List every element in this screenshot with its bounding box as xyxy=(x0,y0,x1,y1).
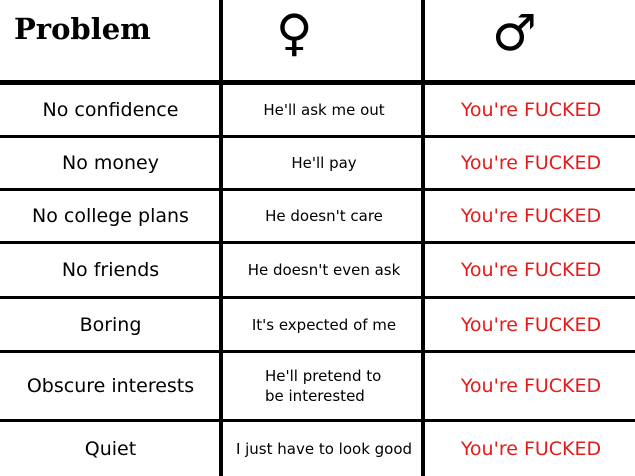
male-cell: You're FUCKED xyxy=(460,313,602,336)
row-divider xyxy=(0,296,635,299)
header-problem: Problem xyxy=(14,12,151,46)
male-symbol-icon: ♂ xyxy=(492,4,537,62)
problem-cell: No confidence xyxy=(42,99,179,121)
male-cell: You're FUCKED xyxy=(460,205,602,227)
female-cell: I just have to look good xyxy=(235,440,413,458)
problem-cell: Quiet xyxy=(84,438,137,460)
column-divider xyxy=(219,0,223,476)
male-cell: You're FUCKED xyxy=(460,152,602,174)
row-divider xyxy=(0,135,635,138)
female-cell: He'll pretend to be interested xyxy=(265,367,382,405)
male-cell: You're FUCKED xyxy=(460,375,602,397)
male-cell: You're FUCKED xyxy=(460,259,602,281)
female-cell: It's expected of me xyxy=(251,315,397,334)
row-divider xyxy=(0,188,635,191)
problem-cell: No college plans xyxy=(32,205,189,227)
male-cell: You're FUCKED xyxy=(460,99,602,121)
female-cell: He doesn't even ask xyxy=(247,261,401,279)
female-cell: He'll pay xyxy=(291,154,357,172)
header-divider xyxy=(0,80,635,85)
problem-cell: No money xyxy=(62,152,159,174)
female-symbol-icon: ♀ xyxy=(276,4,313,62)
row-divider xyxy=(0,419,635,422)
female-cell: He doesn't care xyxy=(265,207,383,225)
row-divider xyxy=(0,241,635,244)
row-divider xyxy=(0,350,635,353)
column-divider xyxy=(421,0,425,476)
problem-cell: Boring xyxy=(79,313,142,336)
female-cell: He'll ask me out xyxy=(263,101,385,119)
problem-cell: Obscure interests xyxy=(26,375,195,397)
male-cell: You're FUCKED xyxy=(460,438,602,460)
problem-cell: No friends xyxy=(61,259,160,281)
